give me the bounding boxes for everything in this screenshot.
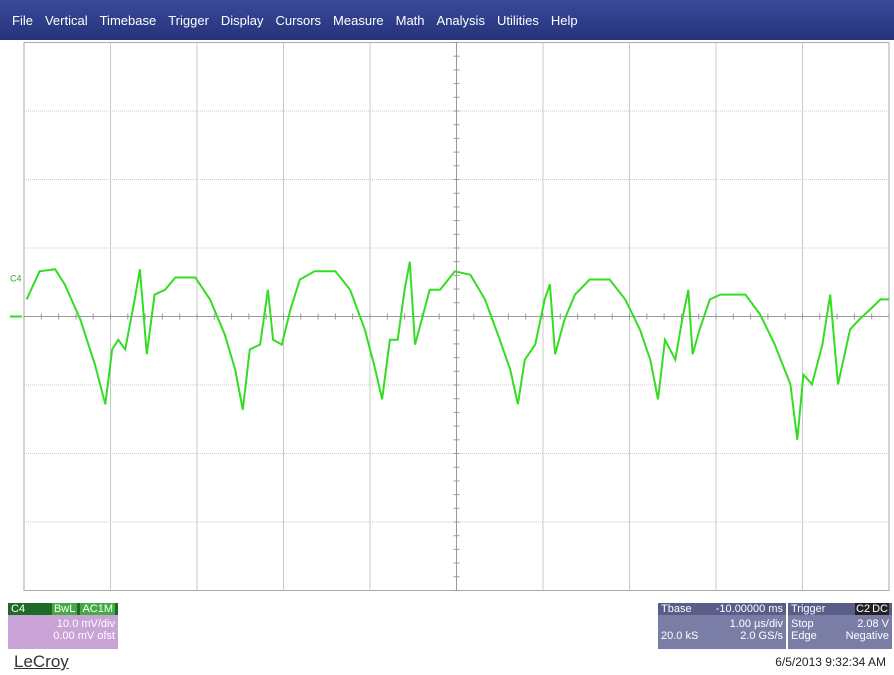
trigger-type-row: Edge Negative — [788, 630, 892, 642]
samples: 20.0 kS — [661, 630, 699, 642]
timestamp: 6/5/2013 9:32:34 AM — [775, 655, 886, 669]
menu-item[interactable]: Math — [395, 12, 425, 28]
waveform — [25, 261, 889, 440]
channel-marker: C4 — [10, 274, 22, 284]
trigger-source: C2 — [855, 603, 872, 615]
timebase-box[interactable]: Tbase -10.00000 ms 1.00 µs/div 20.0 kS 2.0… — [658, 603, 786, 649]
menu-item[interactable]: Help — [550, 12, 578, 28]
menu-item[interactable]: Cursors — [275, 12, 322, 28]
menu-item[interactable]: Display — [220, 12, 264, 28]
brand: LeCroy — [14, 652, 69, 671]
menu-item[interactable]: Timebase — [99, 12, 157, 28]
menu-item[interactable]: Measure — [333, 12, 384, 28]
menu-item[interactable]: Analysis — [436, 12, 485, 28]
channel-box[interactable]: C4 BwL AC1M 10.0 mV/div 0.00 mV ofst — [8, 603, 118, 649]
trigger-label: Trigger — [791, 603, 826, 615]
rate: 2.0 GS/s — [740, 630, 783, 642]
flag: BwL — [51, 603, 78, 615]
trigger-level: 2.08 V — [857, 618, 889, 630]
channel-scale: 10.0 mV/div — [56, 618, 115, 630]
menu-item[interactable]: Trigger — [168, 12, 209, 28]
trigger-box[interactable]: Trigger C2 DC Stop 2.08 V Edge Negative — [788, 603, 892, 649]
menu-item[interactable]: Vertical — [44, 12, 88, 28]
trigger-mode-row: Stop 2.08 V — [788, 618, 892, 630]
flag: AC1M — [80, 603, 115, 615]
channel-header: C4 BwL AC1M — [8, 603, 118, 615]
menu-bar: File Vertical Timebase Trigger Display Cursor… — [0, 0, 894, 40]
channel-offset: 0.00 mV ofst — [53, 630, 115, 642]
menu-item[interactable]: File — [12, 12, 33, 28]
channel-name: C4 — [11, 603, 26, 615]
trigger-header: Trigger C2 DC — [788, 603, 892, 615]
timebase-scale: 1.00 µs/div — [729, 618, 783, 630]
scope-display: C4 — [10, 42, 890, 591]
trigger-coupling: DC — [871, 603, 889, 615]
timebase-header: Tbase -10.00000 ms — [658, 603, 786, 615]
trigger-mode: Stop — [791, 618, 814, 630]
trigger-type: Edge — [791, 630, 817, 642]
menu-item[interactable]: Utilities — [496, 12, 539, 28]
timebase-sampling: 20.0 kS 2.0 GS/s — [658, 630, 786, 642]
timebase-delay: -10.00000 ms — [715, 603, 783, 615]
timebase-label: Tbase — [661, 603, 692, 615]
trigger-slope: Negative — [845, 630, 889, 642]
